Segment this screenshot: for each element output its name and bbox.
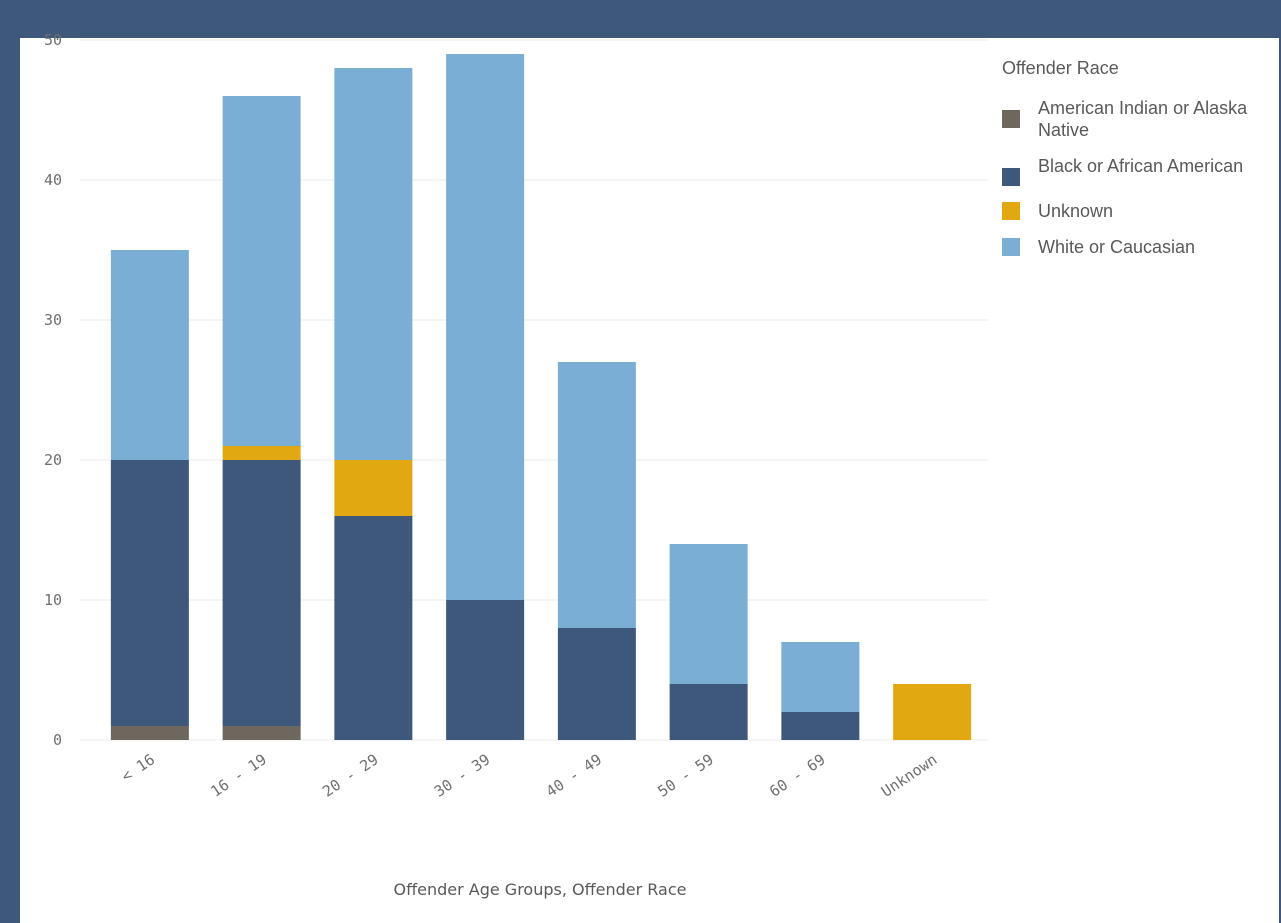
gridlines (80, 39, 988, 741)
x-tick-label: 20 - 29 (319, 750, 381, 800)
bar-segment (669, 544, 748, 684)
bar-segment (110, 460, 189, 726)
y-tick-label: 50 (44, 31, 62, 49)
bar-segment (893, 684, 972, 740)
bar-segment (669, 684, 748, 740)
legend-label: Black or African American (1038, 156, 1244, 176)
bar-segment (446, 600, 525, 740)
window-right-border (1279, 38, 1281, 923)
legend-swatch (1002, 238, 1020, 256)
bar-segment (110, 726, 189, 740)
x-tick-label: 40 - 49 (543, 750, 605, 800)
y-tick-label: 20 (44, 451, 62, 469)
legend-swatch (1002, 168, 1020, 186)
bar-segment (781, 712, 860, 740)
bar-segment (557, 628, 636, 740)
x-tick-label: 50 - 59 (654, 750, 716, 800)
legend: Offender Race American Indian or Alaska … (1002, 58, 1272, 272)
x-axis-label: Offender Age Groups, Offender Race (394, 880, 687, 899)
bar-segment (334, 460, 413, 516)
legend-title: Offender Race (1002, 58, 1119, 78)
x-tick-label: 16 - 19 (207, 750, 269, 800)
y-tick-label: 10 (44, 591, 62, 609)
x-tick-label: < 16 (118, 750, 158, 785)
window-left-border (0, 38, 20, 923)
legend-swatch (1002, 110, 1020, 128)
bar-segment (334, 516, 413, 740)
legend-item[interactable]: Black or African American (1002, 155, 1272, 186)
legend-label: White or Caucasian (1038, 237, 1196, 257)
bar-segment (222, 726, 301, 740)
legend-item[interactable]: American Indian or Alaska Native (1002, 97, 1272, 141)
y-axis-ticks: 0 10 20 30 40 50 (44, 31, 62, 749)
bars (110, 54, 972, 740)
legend-item[interactable]: White or Caucasian (1002, 236, 1272, 258)
x-tick-label: 60 - 69 (766, 750, 828, 800)
legend-item[interactable]: Unknown (1002, 200, 1272, 222)
y-tick-label: 30 (44, 311, 62, 329)
window-top-bar (0, 0, 1281, 38)
bar-segment (110, 250, 189, 460)
x-tick-label: Unknown (878, 750, 940, 800)
legend-items: American Indian or Alaska Native Black or… (1002, 97, 1272, 258)
legend-label: Unknown (1038, 201, 1114, 221)
bar-segment (781, 642, 860, 712)
bar-segment (446, 54, 525, 600)
legend-label: American Indian or Alaska Native (1038, 98, 1248, 140)
bar-segment (557, 362, 636, 628)
y-tick-label: 0 (53, 731, 62, 749)
bar-segment (222, 96, 301, 446)
legend-swatch (1002, 202, 1020, 220)
x-axis-ticks: < 16 16 - 19 20 - 29 30 - 39 40 - 49 50 - 59 6… (118, 750, 940, 800)
x-tick-label: 30 - 39 (431, 750, 493, 800)
y-tick-label: 40 (44, 171, 62, 189)
bar-segment (222, 460, 301, 726)
bar-segment (222, 446, 301, 460)
bar-segment (334, 68, 413, 460)
